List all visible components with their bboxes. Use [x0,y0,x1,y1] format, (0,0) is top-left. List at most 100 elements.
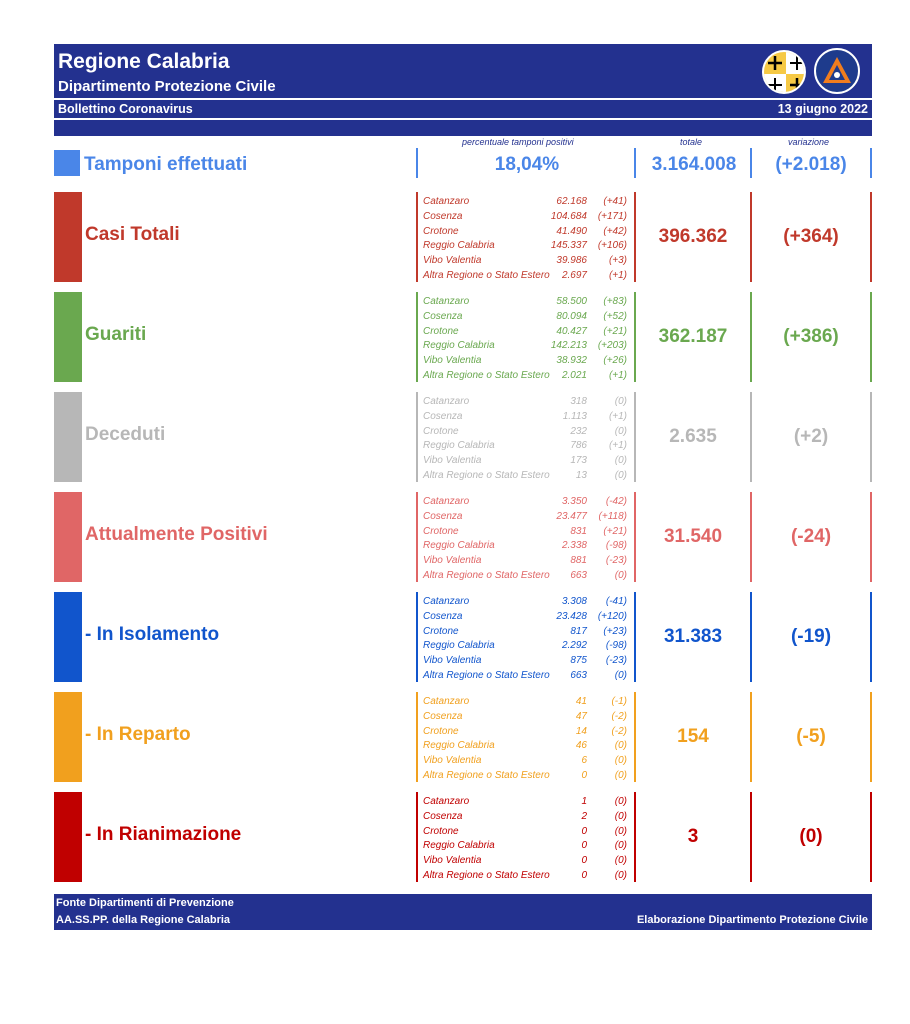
province-row: Vibo Valentia 6 (0) [423,755,633,769]
province-breakdown: Catanzaro 3.350 (-42) Cosenza 23.477 (+118) Cr… [416,492,636,582]
province-variation: (0) [614,396,627,407]
province-row: Catanzaro 58.500 (+83) [423,296,633,310]
province-variation: (0) [614,755,627,767]
province-value: 142.213 [550,340,587,352]
tamponi-total: 3.164.008 [651,154,737,175]
province-name: Altra Regione o Stato Estero [423,670,550,681]
province-value: 46 [575,740,587,752]
tamponi-color-block [54,150,80,176]
divider-bar [54,120,872,136]
province-value: 23.428 [556,610,587,622]
province-row: Vibo Valentia 38.932 (+26) [423,355,633,369]
province-variation: (0) [614,455,627,467]
province-row: Vibo Valentia 881 (-23) [423,555,633,569]
province-row: Crotone 14 (-2) [423,726,633,740]
section-color-block [54,192,82,282]
province-row: Catanzaro 3.308 (-41) [423,596,633,610]
province-variation: (0) [614,825,627,837]
section-color-block [54,392,82,482]
province-name: Crotone [423,825,459,837]
province-value: 786 [570,440,587,452]
province-value: 663 [570,670,587,681]
section-row: - In Isolamento Catanzaro 3.308 (-41) Cosenz… [54,592,872,682]
province-name: Altra Regione o Stato Estero [423,770,550,781]
province-variation: (+118) [598,510,627,522]
province-row: Catanzaro 318 (0) [423,396,633,410]
province-row: Cosenza 47 (-2) [423,711,633,725]
province-variation: (-2) [611,725,627,737]
province-variation: (+1) [608,370,627,381]
province-value: 232 [570,425,587,437]
province-value: 38.932 [556,355,587,367]
province-value: 2.021 [561,370,587,381]
province-name: Cosenza [423,210,463,222]
province-row: Crotone 232 (0) [423,426,633,440]
tamponi-row: Tamponi effettuati 18,04% 3.164.008 (+2.… [54,148,872,178]
bulletin-title: Bollettino Coronavirus [58,102,193,116]
region-title: Regione Calabria [58,50,230,73]
province-name: Crotone [423,525,459,537]
protezione-civile-logo-icon [814,48,860,94]
footer-source-line1: Fonte Dipartimenti di Prevenzione [56,897,234,909]
province-variation: (0) [614,870,627,881]
province-name: Vibo Valentia [423,755,482,767]
section-variation: (-19) [752,592,872,682]
province-value: 80.094 [556,310,587,322]
province-row: Reggio Calabria 145.337 (+106) [423,240,633,254]
province-row: Altra Regione o Stato Estero 2.021 (+1) [423,370,633,384]
province-value: 2 [581,810,587,822]
section-label: Attualmente Positivi [85,524,268,545]
province-variation: (0) [614,570,627,581]
province-row: Altra Regione o Stato Estero 0 (0) [423,770,633,784]
tamponi-variation: (+2.018) [775,154,847,175]
province-variation: (0) [614,470,627,481]
province-row: Catanzaro 62.168 (+41) [423,196,633,210]
province-name: Crotone [423,725,459,737]
province-variation: (+42) [603,225,627,237]
province-value: 3.350 [561,496,587,507]
province-variation: (+106) [597,240,627,252]
section-color-block [54,592,82,682]
province-name: Reggio Calabria [423,840,495,852]
section-row: Attualmente Positivi Catanzaro 3.350 (-42) C… [54,492,872,582]
province-name: Vibo Valentia [423,855,482,867]
province-variation: (+1) [608,440,627,452]
province-value: 104.684 [550,210,587,222]
province-variation: (-98) [605,540,627,552]
province-row: Altra Regione o Stato Estero 663 (0) [423,670,633,684]
province-value: 14 [575,725,587,737]
section-variation: (+364) [752,192,872,282]
province-name: Vibo Valentia [423,255,482,267]
province-name: Catanzaro [423,396,470,407]
province-name: Cosenza [423,710,463,722]
province-row: Crotone 817 (+23) [423,626,633,640]
province-name: Cosenza [423,310,463,322]
province-row: Altra Regione o Stato Estero 663 (0) [423,570,633,584]
province-row: Crotone 40.427 (+21) [423,326,633,340]
section-label: - In Isolamento [85,624,220,645]
province-row: Cosenza 80.094 (+52) [423,311,633,325]
province-name: Crotone [423,625,459,637]
calabria-emblem-icon [762,50,806,94]
province-name: Altra Regione o Stato Estero [423,870,550,881]
province-variation: (-98) [605,640,627,652]
variation-column-label: variazione [788,137,830,147]
section-total: 31.540 [636,492,752,582]
province-breakdown: Catanzaro 41 (-1) Cosenza 47 (-2) Crotone 14 (-2… [416,692,636,782]
province-row: Altra Regione o Stato Estero 2.697 (+1) [423,270,633,284]
province-row: Catanzaro 3.350 (-42) [423,496,633,510]
province-row: Vibo Valentia 875 (-23) [423,655,633,669]
province-name: Vibo Valentia [423,355,482,367]
province-value: 173 [570,455,587,467]
province-row: Vibo Valentia 39.986 (+3) [423,255,633,269]
province-value: 23.477 [556,510,587,522]
province-value: 13 [575,470,587,481]
province-variation: (+26) [603,355,627,367]
province-value: 41 [575,696,587,707]
province-value: 3.308 [561,596,587,607]
section-variation: (-24) [752,492,872,582]
province-row: Reggio Calabria 46 (0) [423,740,633,754]
province-name: Catanzaro [423,196,470,207]
province-name: Altra Regione o Stato Estero [423,470,550,481]
province-variation: (+120) [597,610,627,622]
